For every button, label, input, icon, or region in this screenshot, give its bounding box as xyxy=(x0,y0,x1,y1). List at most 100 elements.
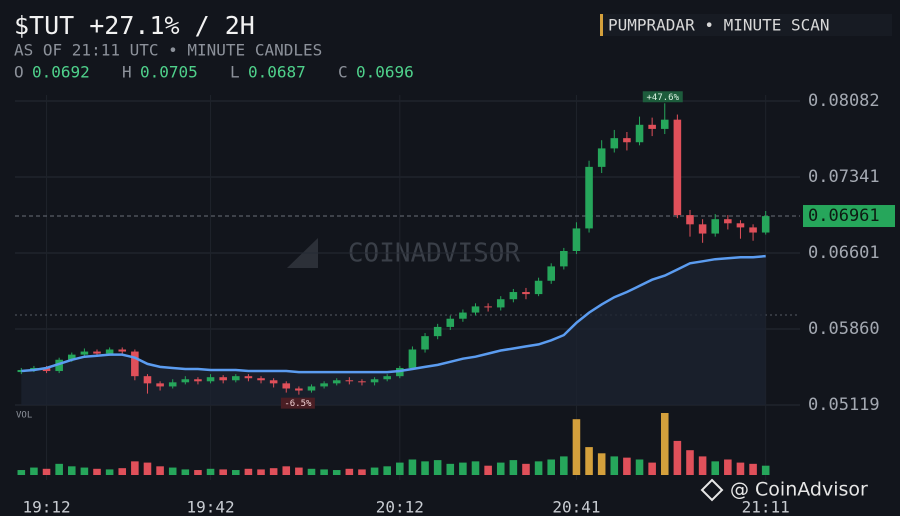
candle-body xyxy=(219,377,227,381)
volume-bar xyxy=(370,467,379,475)
candle-body xyxy=(597,148,606,167)
candle-body xyxy=(307,386,316,391)
candle-body xyxy=(383,376,391,380)
x-tick-label: 21:11 xyxy=(742,498,790,516)
volume-bar xyxy=(433,460,442,475)
candle-body xyxy=(408,349,417,368)
volume-bar xyxy=(269,468,278,475)
volume-bar xyxy=(332,470,341,475)
volume-bar xyxy=(761,465,770,475)
candle-body xyxy=(269,380,278,384)
candle-body xyxy=(156,383,164,387)
footer-icon xyxy=(700,478,724,502)
volume-bar xyxy=(724,459,732,475)
volume-bar xyxy=(282,466,291,475)
candle-body xyxy=(560,250,568,267)
ma-line xyxy=(21,254,766,374)
ohlc-label: O xyxy=(14,63,24,82)
candle-body xyxy=(471,306,480,313)
volume-bar xyxy=(673,440,682,475)
candle-body xyxy=(345,380,354,382)
volume-bar xyxy=(408,459,417,475)
candle-body xyxy=(459,312,467,319)
candle-body xyxy=(80,351,89,355)
volume-bar xyxy=(471,461,480,475)
volume-bar xyxy=(80,467,89,475)
volume-bar xyxy=(307,468,316,475)
candle-body xyxy=(623,138,631,143)
candle-body xyxy=(522,292,530,295)
volume-bar xyxy=(194,470,202,475)
candle-body xyxy=(206,377,215,382)
volume-bar xyxy=(597,453,606,475)
candle-body xyxy=(181,379,190,383)
candle-body xyxy=(282,383,291,389)
volume-bar xyxy=(30,467,38,475)
volume-bar xyxy=(711,461,720,475)
candle-body xyxy=(93,351,101,354)
current-price-label: 0.06961 xyxy=(808,206,880,226)
volume-bar xyxy=(131,461,139,475)
volume-bar xyxy=(143,462,152,475)
candle-body xyxy=(55,359,63,372)
y-tick-label: 0.05860 xyxy=(808,319,880,339)
y-tick-label: 0.08082 xyxy=(808,91,880,111)
volume-bar xyxy=(560,456,568,475)
ohlc-label: H xyxy=(122,63,132,82)
candle-body xyxy=(194,379,202,382)
volume-bar xyxy=(358,469,366,475)
candle-body xyxy=(370,379,379,383)
candle-body xyxy=(547,266,555,281)
volume-bar xyxy=(118,468,127,475)
candle-body xyxy=(496,299,505,308)
candle-body xyxy=(509,292,518,300)
volume-label: VOL xyxy=(16,411,32,421)
x-tick-label: 20:12 xyxy=(376,498,424,516)
brand: PUMPRADAR • MINUTE SCAN xyxy=(608,16,830,35)
brand-accent xyxy=(600,14,603,36)
volume-bar xyxy=(181,469,190,475)
high-label: +47.6% xyxy=(647,93,680,103)
volume-bar xyxy=(67,466,76,475)
price-tag xyxy=(803,205,895,228)
ohlc-value: 0.0705 xyxy=(140,63,198,82)
ohlc-label: L xyxy=(230,63,240,82)
chart-title: $TUT +27.1% / 2H xyxy=(14,11,255,40)
volume-bar xyxy=(496,462,505,475)
candle-body xyxy=(168,382,177,387)
ohlc-value: 0.0687 xyxy=(248,63,306,82)
y-tick-label: 0.05119 xyxy=(808,395,880,415)
volume-bar xyxy=(168,467,177,475)
volume-bar xyxy=(446,463,455,475)
candle-body xyxy=(749,227,757,233)
volume-bar xyxy=(648,462,656,475)
volume-bar xyxy=(93,468,101,475)
candle-body xyxy=(244,376,253,379)
candle-body xyxy=(724,219,732,224)
volume-bar xyxy=(219,469,227,475)
brand-box xyxy=(600,14,892,36)
x-tick-label: 20:41 xyxy=(552,498,600,516)
volume-bar xyxy=(484,465,492,475)
volume-bar xyxy=(383,466,391,475)
candle-body xyxy=(131,351,139,377)
volume-bar xyxy=(509,460,518,475)
candle-body xyxy=(572,228,581,251)
candle-body xyxy=(67,354,76,360)
volume-bar xyxy=(572,419,581,475)
candle-body xyxy=(585,166,593,229)
x-tick-label: 19:42 xyxy=(186,498,234,516)
ohlc-label: C xyxy=(338,63,348,82)
candle-body xyxy=(257,378,265,381)
candle-body xyxy=(635,124,644,143)
candle-body xyxy=(736,223,745,228)
volume-bar xyxy=(206,468,215,475)
volume-bar xyxy=(396,462,404,475)
volume-bar xyxy=(244,468,253,475)
volume-bar xyxy=(17,470,26,475)
footer-logo: @ CoinAdvisor xyxy=(700,478,868,502)
volume-bar xyxy=(55,463,63,475)
candle-body xyxy=(143,376,152,384)
volume-bar xyxy=(623,457,631,475)
